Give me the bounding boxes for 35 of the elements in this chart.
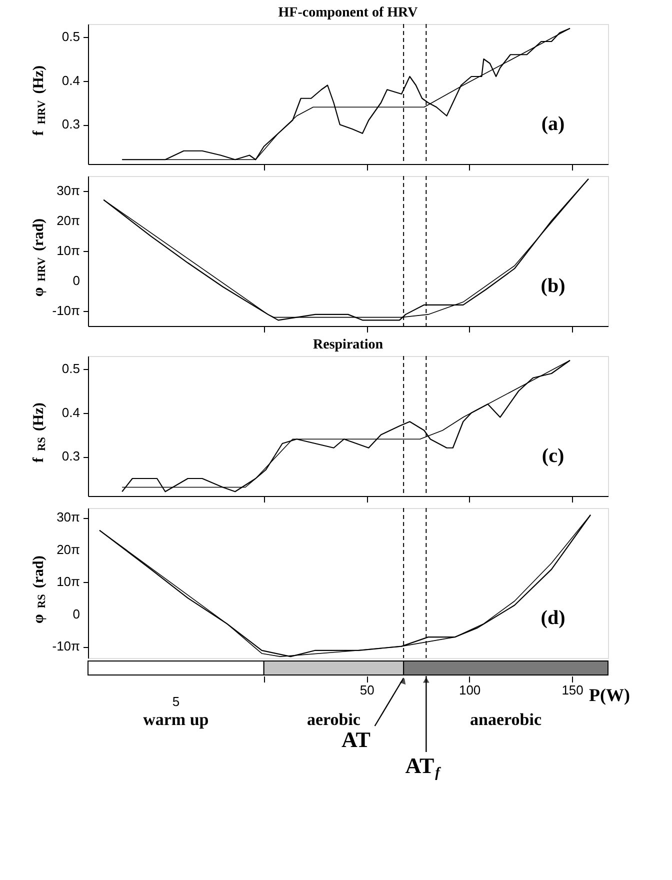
x-tick-label: 100 (458, 682, 481, 698)
annotation: (b) (540, 275, 566, 297)
annotation: (a) (541, 113, 565, 135)
y-axis-title: φRS (rad) (31, 556, 48, 624)
y-tick-label: 0 (72, 273, 80, 288)
y-tick-label: 0 (72, 606, 80, 622)
y-tick-label: 0.3 (62, 116, 80, 132)
text: warm up (143, 710, 209, 729)
y-tick-label: 10π (56, 243, 80, 258)
y-axis-title: φHRV (rad) (31, 218, 48, 297)
y-tick-label: 30π (56, 510, 80, 525)
text: aerobic (306, 710, 361, 729)
x-tick-label: 150 (562, 682, 584, 698)
y-tick-label: 0.5 (62, 361, 80, 376)
text: anaerobic (470, 710, 542, 729)
y-tick-label: 10π (56, 574, 80, 590)
chart-title: HF-component of HRV (278, 6, 418, 20)
x-tick-label: 50 (360, 682, 374, 698)
y-tick-label: 30π (56, 183, 80, 198)
chart-title: Respiration (313, 338, 384, 352)
annotation: (c) (542, 445, 564, 467)
y-tick-label: 0.4 (62, 404, 80, 420)
y-tick-label: 0.3 (62, 448, 80, 464)
y-tick-label: 20π (56, 542, 80, 557)
x-axis-title: P(W) (589, 685, 630, 705)
annotation: (d) (540, 607, 566, 629)
y-tick-label: -10π (52, 638, 80, 654)
y-axis-title: fRS (Hz) (31, 402, 48, 462)
y-tick-label: 0.4 (62, 72, 80, 88)
y-axis-title: fHRV (Hz) (31, 65, 48, 136)
text: 5 (172, 694, 180, 709)
y-tick-label: 20π (56, 213, 80, 228)
y-tick-label: -10π (52, 303, 80, 318)
text: AT (342, 727, 371, 752)
y-tick-label: 0.5 (62, 29, 80, 44)
